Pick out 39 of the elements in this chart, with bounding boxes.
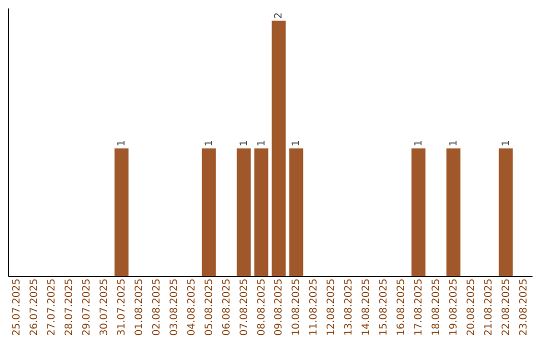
x-tick-label: 13.08.2025	[344, 278, 355, 336]
x-tick-label: 21.08.2025	[483, 278, 494, 336]
x-tick-label: 28.07.2025	[64, 278, 76, 336]
x-tick-label: 01.08.2025	[134, 278, 145, 336]
data-label: 1	[116, 140, 128, 146]
x-tick-label: 18.08.2025	[430, 278, 442, 336]
x-tick-label: 19.08.2025	[448, 278, 460, 336]
x-tick-label: 15.08.2025	[378, 278, 390, 336]
x-tick-label: 11.08.2025	[308, 278, 320, 336]
x-tick-label: 25.07.2025	[12, 278, 23, 336]
data-label: 1	[256, 140, 268, 146]
x-tick-label: 02.08.2025	[151, 278, 162, 336]
x-tick-label: 06.08.2025	[221, 278, 232, 336]
x-tick-label: 07.08.2025	[238, 278, 250, 336]
x-tick-label: 27.07.2025	[46, 278, 58, 336]
x-tick-label: 17.08.2025	[413, 278, 424, 336]
x-tick-label: 14.08.2025	[361, 278, 372, 336]
data-label: 1	[291, 140, 302, 146]
data-label: 1	[500, 140, 512, 146]
data-label: 2	[274, 12, 285, 19]
x-tick-label: 20.08.2025	[466, 278, 477, 336]
x-tick-label: 22.08.2025	[500, 278, 512, 336]
data-label: 1	[448, 140, 460, 146]
x-tick-label: 05.08.2025	[204, 278, 215, 336]
x-tick-label: 10.08.2025	[291, 278, 302, 336]
x-tick-label: 12.08.2025	[326, 278, 338, 336]
data-label: 1	[204, 140, 215, 146]
x-tick-label: 08.08.2025	[256, 278, 268, 336]
x-tick-label: 26.07.2025	[29, 278, 40, 336]
x-tick-label: 09.08.2025	[274, 278, 285, 336]
data-label: 1	[238, 140, 250, 146]
x-tick-label: 29.07.2025	[82, 278, 93, 336]
x-tick-label: 03.08.2025	[168, 278, 180, 336]
x-tick-label: 30.07.2025	[99, 278, 110, 336]
x-tick-label: 23.08.2025	[518, 278, 530, 336]
x-tick-label: 04.08.2025	[186, 278, 198, 336]
x-tick-label: 16.08.2025	[396, 278, 407, 336]
x-tick-label: 31.07.2025	[116, 278, 128, 336]
data-label: 1	[413, 140, 424, 146]
